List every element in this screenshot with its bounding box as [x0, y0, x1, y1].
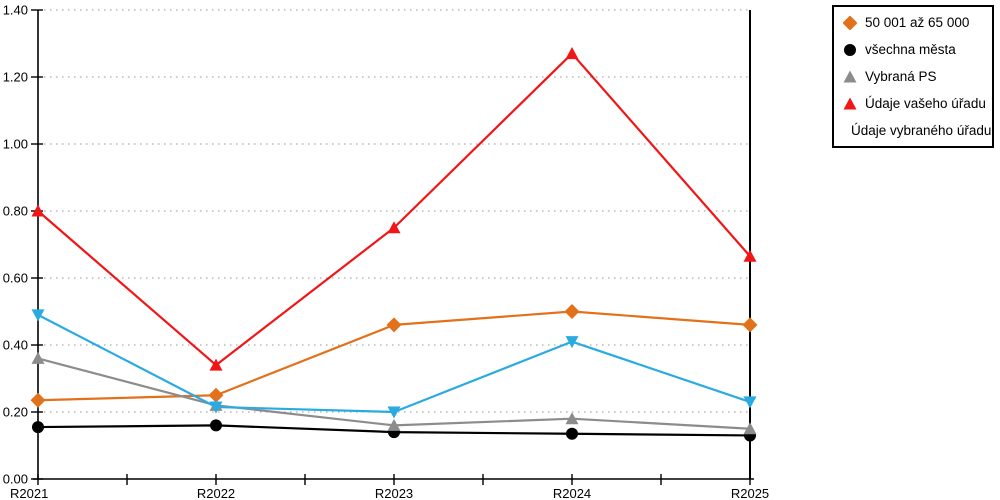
series-triangle-up — [31, 351, 757, 435]
data-point-marker — [565, 47, 579, 60]
y-tick-label: 1.40 — [3, 3, 28, 18]
data-point-marker — [566, 427, 578, 440]
series-circle — [32, 419, 756, 442]
x-tick-label: R2025 — [731, 486, 769, 500]
x-tick-label: R2022 — [197, 486, 235, 500]
data-point-marker — [209, 401, 223, 414]
data-point-marker — [743, 422, 757, 435]
series-triangle-down — [31, 309, 757, 419]
data-point-marker — [208, 387, 224, 403]
legend-label: 50 001 až 65 000 — [865, 15, 970, 30]
x-tick-label: R2024 — [553, 486, 591, 500]
y-tick-label: 0.60 — [3, 271, 28, 286]
data-point-marker — [742, 317, 758, 333]
y-tick-label: 0.00 — [3, 472, 28, 487]
data-point-marker — [209, 358, 223, 371]
legend-label: Vybraná PS — [865, 69, 937, 84]
data-point-marker — [565, 412, 579, 425]
data-point-marker — [743, 249, 757, 262]
circle-icon — [844, 43, 856, 56]
y-tick-label: 1.00 — [3, 137, 28, 152]
x-tick-label: R2023 — [375, 486, 413, 500]
triangle-up-icon — [843, 70, 857, 83]
data-point-marker — [31, 204, 45, 217]
diamond-icon — [843, 15, 857, 30]
y-tick-label: 0.20 — [3, 405, 28, 420]
data-point-marker — [210, 419, 222, 432]
data-point-marker — [565, 336, 579, 349]
legend-item: Vybraná PS — [843, 69, 988, 84]
legend-item: 50 001 až 65 000 — [843, 15, 988, 30]
triangle-up-icon — [843, 97, 857, 110]
legend-item: Údaje vybraného úřadu — [843, 123, 992, 138]
legend-label: všechna města — [865, 42, 956, 57]
data-point-marker — [387, 418, 401, 431]
data-point-marker — [32, 421, 44, 434]
y-tick-label: 0.80 — [3, 204, 28, 219]
legend-label: Údaje vašeho úřadu — [865, 96, 986, 111]
data-point-marker — [31, 351, 45, 364]
series-diamond — [30, 304, 758, 408]
data-point-marker — [30, 392, 46, 408]
data-point-marker — [31, 309, 45, 322]
y-tick-label: 0.40 — [3, 338, 28, 353]
gridlines — [44, 9, 750, 413]
y-tick-label: 1.20 — [3, 70, 28, 85]
data-point-marker — [743, 396, 757, 409]
series-triangle-up — [31, 47, 757, 371]
legend-item: Údaje vašeho úřadu — [843, 96, 988, 111]
legend-label: Údaje vybraného úřadu — [851, 123, 992, 138]
data-point-marker — [387, 221, 401, 234]
data-point-marker — [564, 304, 580, 319]
data-point-marker — [387, 406, 401, 419]
x-tick-label: R2021 — [10, 486, 48, 500]
chart-legend: 50 001 až 65 000 všechna města Vybraná PS Ú… — [832, 5, 994, 148]
data-point-marker — [386, 317, 402, 333]
legend-item: všechna města — [843, 42, 988, 57]
